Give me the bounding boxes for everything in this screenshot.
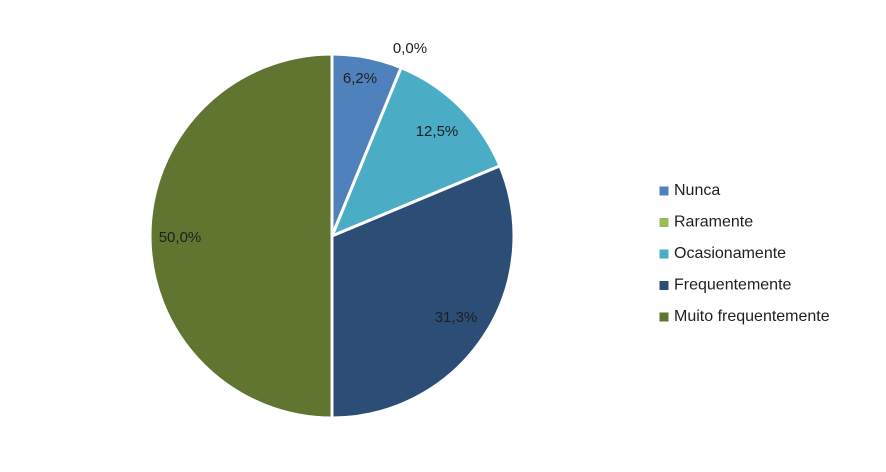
data-label-raramente: 0,0% — [393, 40, 427, 57]
legend-label-frequentemente: Frequentemente — [674, 277, 792, 294]
pie-slice-muito-frequentemente — [148, 52, 334, 420]
data-label-muito-frequentemente: 50,0% — [159, 229, 202, 246]
data-label-nunca: 6,2% — [343, 70, 377, 87]
legend-label-muito-frequentemente: Muito frequentemente — [674, 308, 830, 325]
data-label-frequentemente: 31,3% — [435, 309, 478, 326]
pie-slice-ocasionamente — [330, 66, 502, 238]
legend-swatch-raramente — [659, 218, 669, 227]
legend-label-ocasionamente: Ocasionamente — [674, 245, 786, 262]
legend: Nunca Raramente Ocasionamente Frequentement… — [659, 182, 830, 325]
data-label-ocasionamente: 12,5% — [416, 123, 459, 140]
pie-slice-frequentemente — [330, 164, 516, 420]
pie-slices — [148, 52, 516, 420]
legend-swatch-frequentemente — [659, 281, 669, 290]
data-labels: 6,2% 0,0% 12,5% 31,3% 50,0% — [159, 40, 478, 326]
legend-swatch-nunca — [659, 186, 669, 196]
legend-label-nunca: Nunca — [674, 182, 720, 199]
legend-swatch-muito-frequentemente — [659, 312, 669, 322]
legend-swatch-ocasionamente — [659, 249, 669, 259]
legend-label-raramente: Raramente — [674, 214, 753, 231]
